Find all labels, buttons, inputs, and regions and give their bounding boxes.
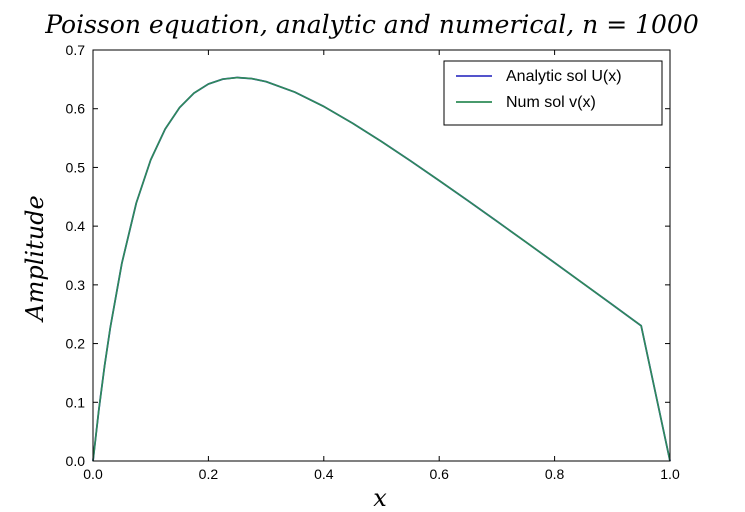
y-tick-label: 0.3 bbox=[66, 277, 86, 293]
chart-title: Poisson equation, analytic and numerical… bbox=[44, 10, 699, 39]
x-axis-label: x bbox=[373, 484, 387, 512]
series-line-2 bbox=[92, 76, 671, 462]
plot-area: 0.0 0.2 0.4 0.6 0.8 1.0 0.0 0.1 0.2 0.3 0.4 0.5 0.6 0… bbox=[66, 42, 680, 482]
x-tick-label: 0.8 bbox=[545, 466, 565, 482]
y-tick-label: 0.2 bbox=[66, 336, 86, 352]
y-axis-label: Amplitude bbox=[21, 195, 49, 322]
y-tick-label: 0.4 bbox=[66, 218, 86, 234]
plot-frame bbox=[92, 49, 671, 462]
x-tick-label: 0.0 bbox=[83, 466, 103, 482]
y-tick-label: 0.6 bbox=[66, 101, 86, 117]
y-tick-label: 0.0 bbox=[66, 453, 86, 469]
legend-label-2: Num sol v(x) bbox=[506, 94, 596, 111]
legend-label-1: Analytic sol U(x) bbox=[506, 68, 622, 85]
x-tick-label: 0.4 bbox=[314, 466, 334, 482]
y-tick-label: 0.7 bbox=[66, 42, 86, 58]
y-tick-label: 0.5 bbox=[66, 159, 86, 175]
legend: Analytic sol U(x) Num sol v(x) bbox=[443, 60, 663, 126]
x-tick-label: 0.2 bbox=[199, 466, 219, 482]
x-tick-label: 1.0 bbox=[660, 466, 680, 482]
x-tick-label: 0.6 bbox=[429, 466, 449, 482]
legend-box bbox=[443, 60, 663, 126]
y-tick-label: 0.1 bbox=[66, 394, 86, 410]
series-line-1 bbox=[92, 76, 671, 462]
